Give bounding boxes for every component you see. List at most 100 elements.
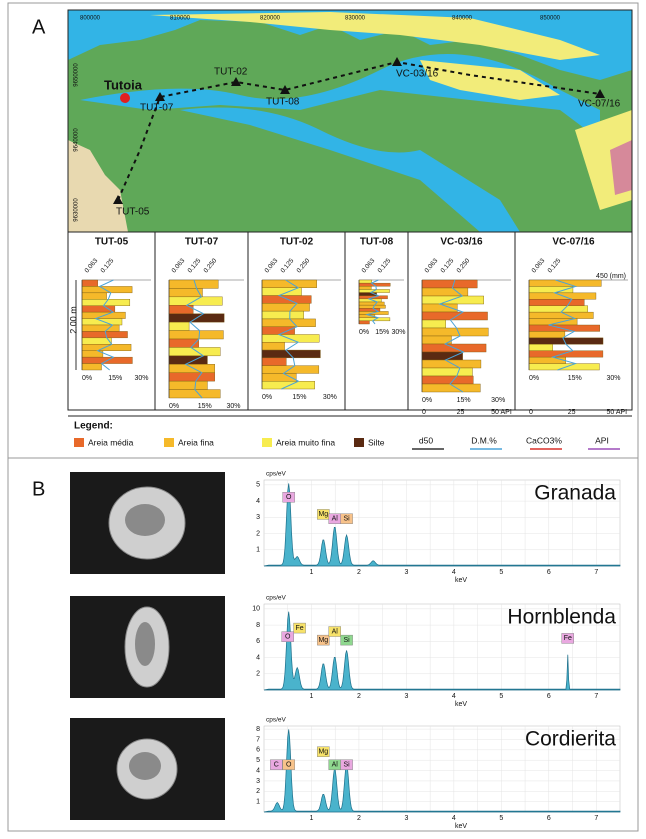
log-percent-tick: 15% bbox=[198, 403, 212, 410]
element-label: Fe bbox=[296, 625, 304, 632]
map-northing: 9630000 bbox=[74, 198, 80, 222]
x-tick-label: 4 bbox=[452, 569, 456, 576]
log-layer bbox=[169, 373, 215, 381]
x-tick-label: 1 bbox=[310, 569, 314, 576]
log-layer bbox=[82, 364, 102, 370]
log-layer bbox=[422, 352, 463, 360]
log-percent-tick: 15% bbox=[457, 397, 471, 404]
log-layer bbox=[529, 312, 593, 318]
y-tick-label: 6 bbox=[256, 638, 260, 645]
log-layer bbox=[529, 364, 599, 370]
log-percent-tick: 30% bbox=[323, 394, 337, 401]
y-tick-label: 3 bbox=[256, 514, 260, 521]
legend-label: Areia fina bbox=[178, 437, 214, 447]
log-layer bbox=[422, 368, 472, 376]
log-api-tick: 0 bbox=[422, 409, 426, 416]
element-label: O bbox=[286, 494, 292, 501]
log-layer bbox=[422, 320, 446, 328]
log-percent-tick: 15% bbox=[292, 394, 306, 401]
legend-label: Silte bbox=[368, 437, 385, 447]
x-tick-label: 7 bbox=[594, 815, 598, 822]
log-api-tick: 0 bbox=[529, 409, 533, 416]
log-depth-mark: 450 (mm) bbox=[596, 273, 626, 280]
x-tick-label: 3 bbox=[404, 693, 408, 700]
log-percent-tick: 0% bbox=[169, 403, 179, 410]
log-title: VC-03/16 bbox=[440, 237, 483, 248]
log-percent-tick: 30% bbox=[227, 403, 241, 410]
log-percent-tick: 30% bbox=[607, 375, 621, 382]
x-tick-label: 6 bbox=[547, 569, 551, 576]
log-layer bbox=[262, 327, 295, 335]
panel-label: B bbox=[32, 478, 45, 500]
element-label: O bbox=[285, 634, 291, 641]
element-label: Si bbox=[343, 762, 350, 769]
log-layer bbox=[359, 302, 384, 305]
map-easting: 800000 bbox=[80, 16, 101, 22]
log-grain-tick: 0.063 bbox=[360, 257, 376, 274]
log-layer bbox=[262, 311, 304, 319]
y-tick-label: 5 bbox=[256, 482, 260, 489]
log-layer bbox=[82, 280, 98, 286]
log-layer bbox=[359, 286, 371, 289]
site-label: TUT-07 bbox=[140, 103, 174, 114]
log-layer bbox=[82, 325, 119, 331]
legend-swatch bbox=[164, 438, 174, 447]
element-label: Si bbox=[343, 637, 350, 644]
log-api-tick: 25 bbox=[457, 409, 465, 416]
legend-swatch bbox=[354, 438, 364, 447]
log-layer bbox=[82, 331, 128, 337]
x-tick-label: 1 bbox=[310, 693, 314, 700]
log-percent-tick: 0% bbox=[262, 394, 272, 401]
map-easting: 840000 bbox=[452, 16, 473, 22]
x-tick-label: 7 bbox=[594, 693, 598, 700]
log-percent-tick: 0% bbox=[529, 375, 539, 382]
log-layer bbox=[262, 381, 315, 389]
log-layer bbox=[359, 321, 369, 324]
x-tick-label: 4 bbox=[452, 693, 456, 700]
x-tick-label: 1 bbox=[310, 815, 314, 822]
log-layer bbox=[422, 280, 477, 288]
y-unit: cps/eV bbox=[266, 595, 287, 602]
x-tick-label: 6 bbox=[547, 693, 551, 700]
log-title: TUT-08 bbox=[360, 237, 394, 248]
log-layer bbox=[262, 335, 319, 343]
log-percent-tick: 15% bbox=[108, 375, 122, 382]
log-percent-tick: 0% bbox=[422, 397, 432, 404]
x-tick-label: 5 bbox=[499, 569, 503, 576]
x-tick-label: 2 bbox=[357, 569, 361, 576]
element-label: Al bbox=[332, 516, 339, 523]
log-layer bbox=[529, 331, 565, 337]
y-tick-label: 2 bbox=[256, 530, 260, 537]
log-grain-tick: 0.125 bbox=[99, 257, 115, 274]
log-layer bbox=[529, 351, 603, 357]
element-label: Fe bbox=[564, 635, 572, 642]
log-grain-tick: 0.063 bbox=[170, 257, 186, 274]
x-tick-label: 5 bbox=[499, 815, 503, 822]
log-layer bbox=[82, 293, 107, 299]
legend-swatch bbox=[262, 438, 272, 447]
log-percent-tick: 30% bbox=[491, 397, 505, 404]
legend-title: Legend: bbox=[74, 421, 113, 432]
y-tick-label: 3 bbox=[256, 778, 260, 785]
log-layer bbox=[82, 344, 131, 350]
log-layer bbox=[169, 364, 215, 372]
map-easting: 850000 bbox=[540, 16, 561, 22]
y-tick-label: 1 bbox=[256, 547, 260, 554]
log-grain-tick: 0.063 bbox=[530, 257, 546, 274]
log-grain-tick: 0.125 bbox=[279, 257, 295, 274]
x-tick-label: 6 bbox=[547, 815, 551, 822]
log-title: TUT-07 bbox=[185, 237, 219, 248]
y-tick-label: 2 bbox=[256, 671, 260, 678]
legend-label: d50 bbox=[419, 435, 433, 445]
x-tick-label: 5 bbox=[499, 693, 503, 700]
log-layer bbox=[262, 303, 310, 311]
log-depth: 2.00 m bbox=[68, 306, 78, 334]
log-layer bbox=[529, 344, 553, 350]
log-layer bbox=[262, 358, 286, 366]
log-layer bbox=[169, 381, 207, 389]
site-label: VC-07/16 bbox=[578, 99, 621, 110]
log-layer bbox=[169, 297, 222, 305]
y-unit: cps/eV bbox=[266, 471, 287, 478]
log-percent-tick: 30% bbox=[392, 329, 406, 336]
log-grain-tick: 0.250 bbox=[295, 257, 311, 274]
